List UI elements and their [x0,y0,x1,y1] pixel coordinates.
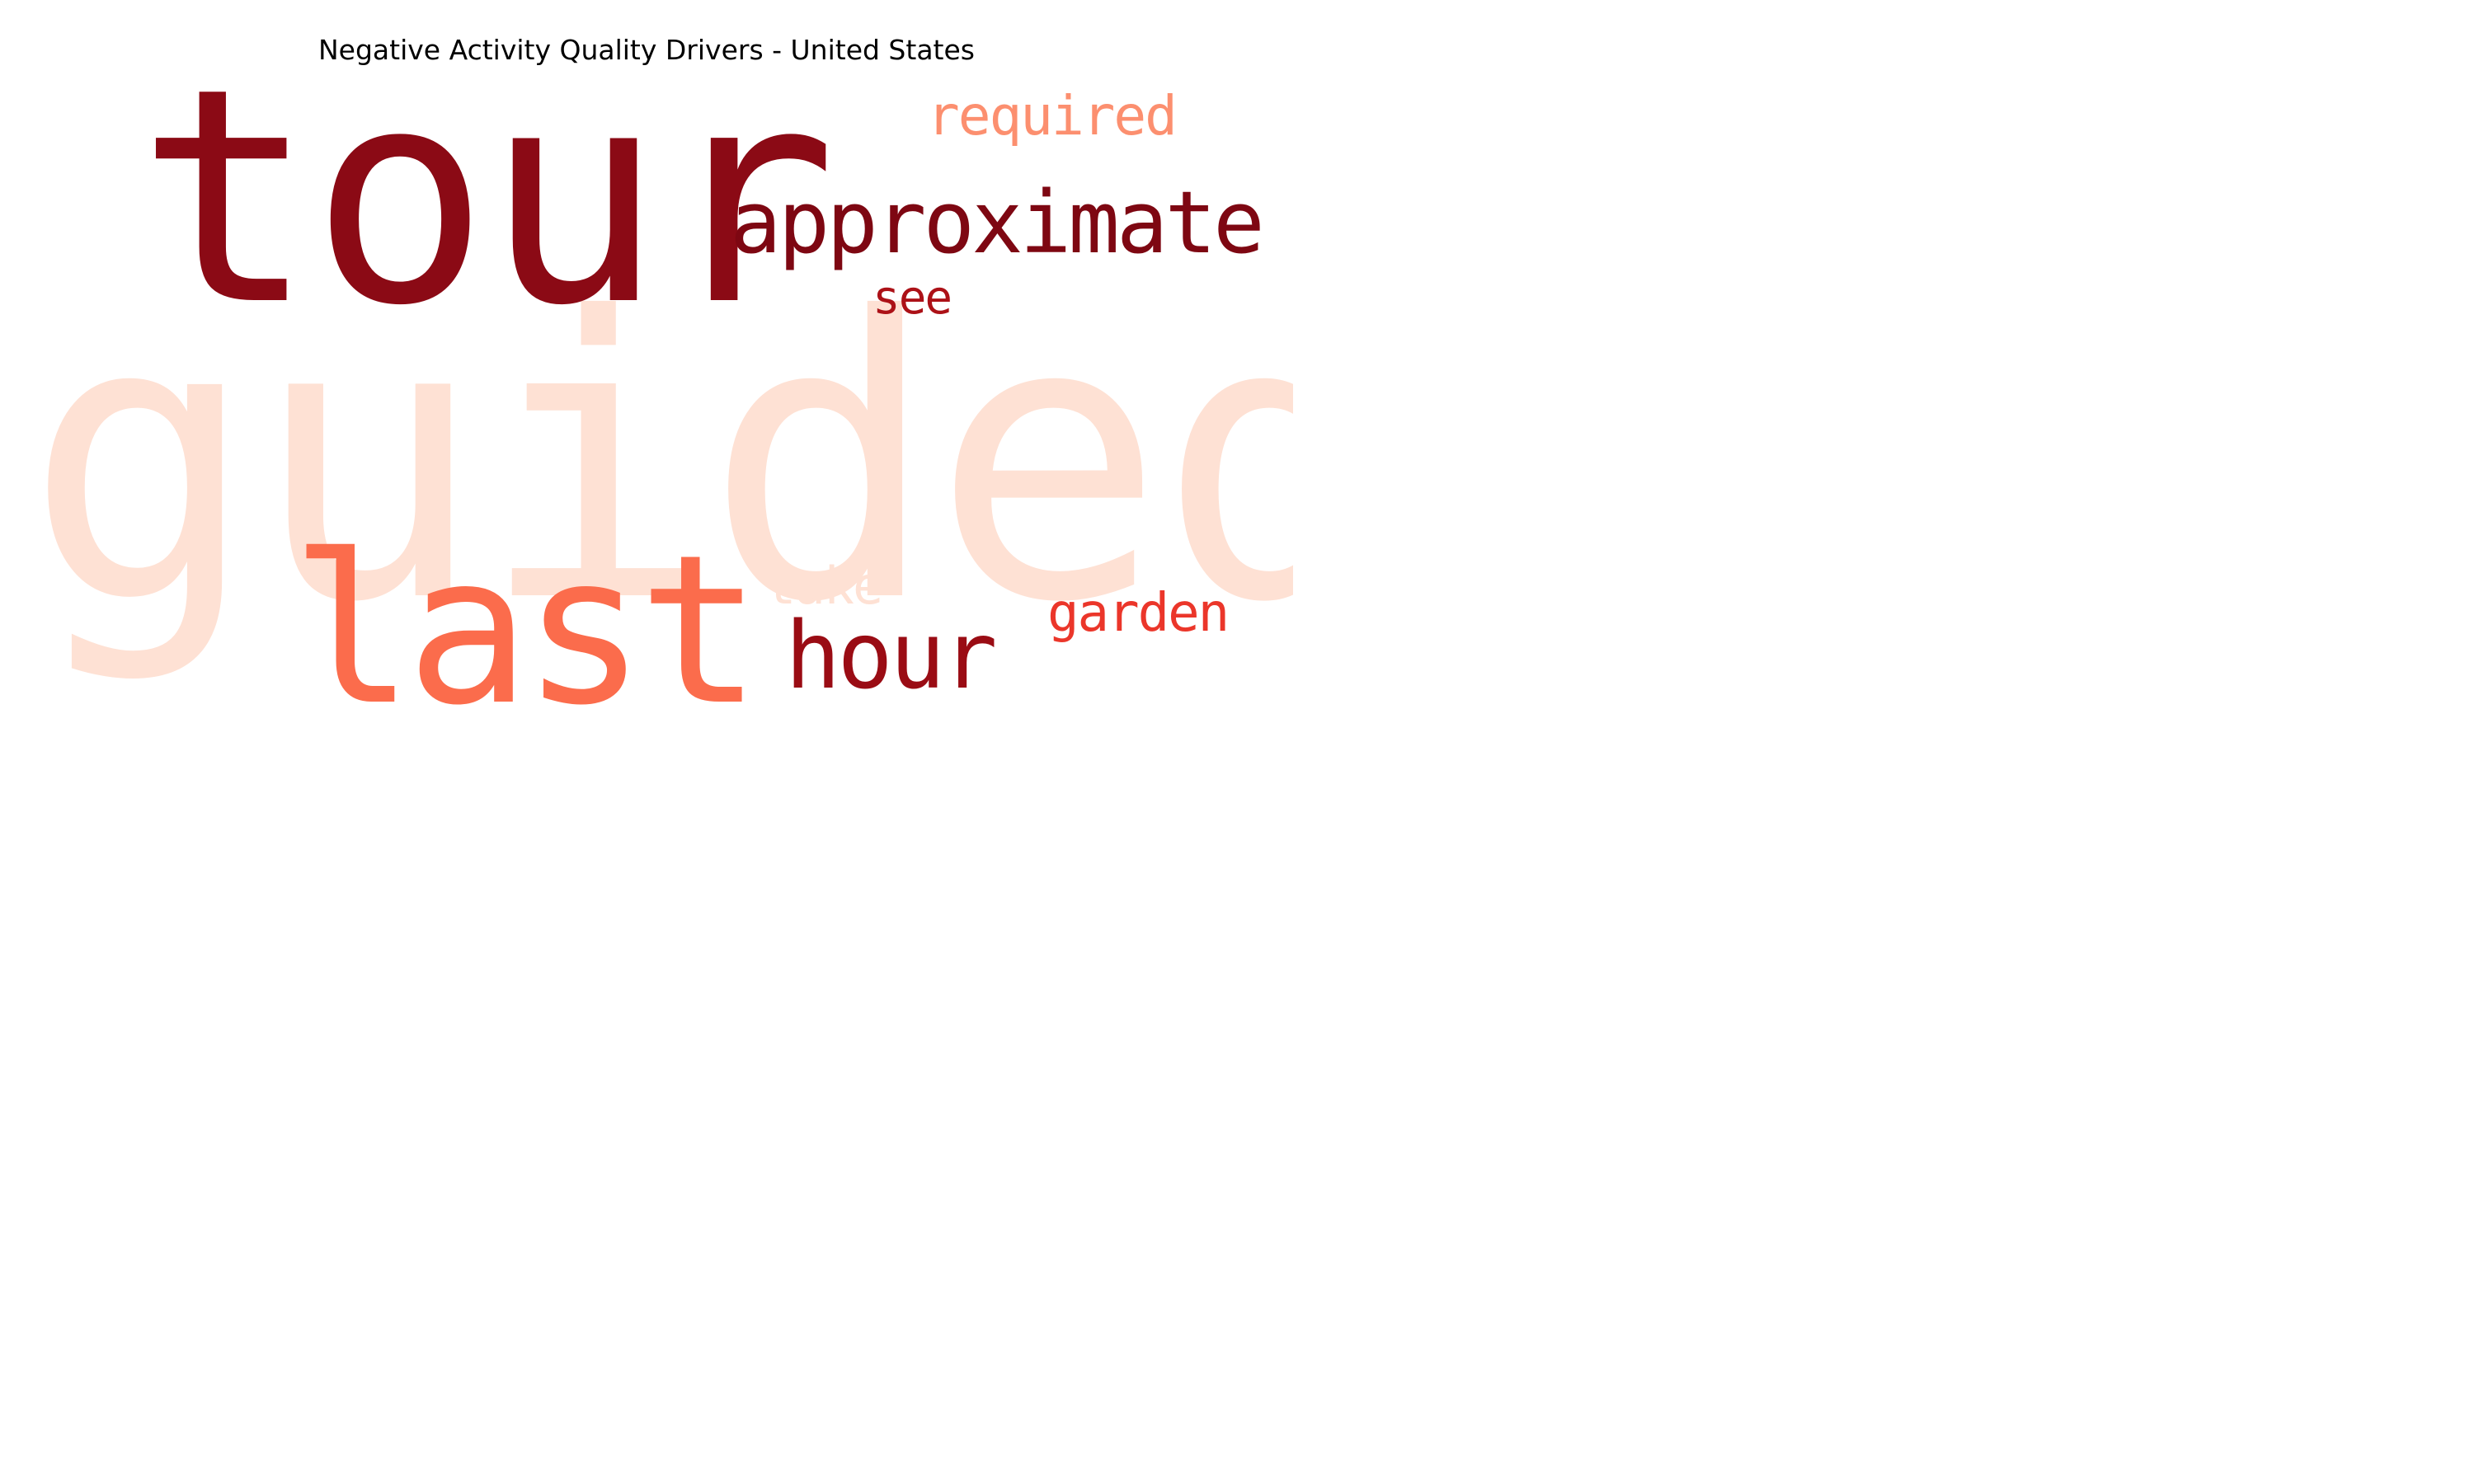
word-hour: hour [785,603,998,710]
word-approximate: approximate [730,172,1265,273]
word-garden: garden [1047,583,1230,644]
word-cloud-canvas: Negative Activity Quality Drivers - Unit… [0,0,1293,775]
word-guided: guided [25,236,1293,687]
word-see: see [872,271,952,325]
word-tour: tour [137,25,837,370]
word-required: required [927,84,1178,148]
word-take: take [765,556,883,616]
chart-title: Negative Activity Quality Drivers - Unit… [318,34,975,66]
word-last: last [290,510,762,750]
